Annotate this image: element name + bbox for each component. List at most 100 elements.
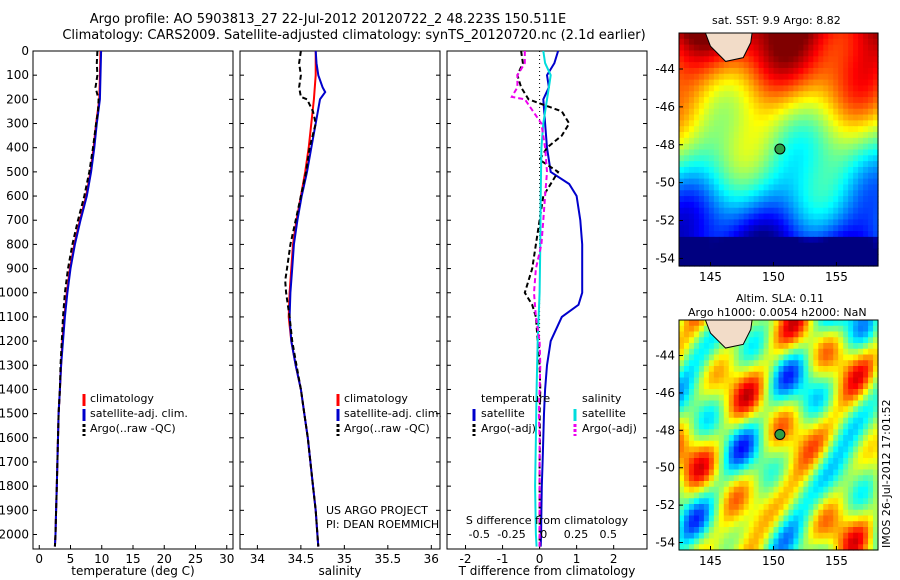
map-cell: [738, 172, 745, 180]
map-cell: [738, 166, 745, 174]
map-cell: [858, 406, 864, 413]
map-cell: [708, 79, 715, 87]
map-cell: [833, 108, 839, 116]
map-cell: [753, 91, 760, 98]
map-cell: [788, 486, 795, 494]
map-cell: [768, 126, 775, 133]
map-cell: [683, 492, 690, 499]
map-cell: [688, 469, 695, 476]
map-cell: [683, 429, 690, 436]
map-cell: [828, 207, 834, 215]
map-cell: [843, 406, 849, 413]
map-cell: [788, 56, 795, 63]
map-cell: [708, 446, 715, 453]
map-cell: [813, 354, 819, 361]
map-cell: [873, 120, 879, 127]
map-cell: [793, 371, 799, 379]
map-cell: [793, 509, 799, 517]
map-cell: [683, 475, 690, 482]
map-cell: [793, 242, 799, 250]
map-cell: [693, 260, 700, 267]
map-cell: [728, 120, 735, 127]
map-cell: [698, 161, 705, 168]
map-cell: [753, 85, 760, 92]
map-cell: [823, 515, 829, 522]
map-cell: [833, 527, 839, 534]
map-cell: [863, 161, 869, 168]
map-cell: [818, 538, 824, 545]
map-cell: [813, 56, 819, 63]
map-cell: [768, 452, 775, 459]
map-cell: [868, 400, 874, 407]
map-cell: [778, 532, 785, 540]
map-cell: [728, 366, 735, 373]
map-cell: [733, 383, 740, 390]
map-cell: [873, 62, 879, 69]
map-cell: [793, 417, 799, 425]
map-cell: [818, 371, 824, 379]
map-cell: [858, 521, 864, 528]
map-cell: [743, 236, 750, 244]
map-cell: [703, 544, 710, 551]
map-cell: [843, 440, 849, 448]
map-cell: [763, 509, 770, 517]
map-cell: [688, 33, 695, 40]
map-cell: [818, 463, 824, 471]
map-cell: [853, 213, 859, 220]
map-cell: [683, 260, 690, 267]
map-cell: [868, 184, 874, 191]
map-cell: [843, 389, 849, 396]
map-cell: [743, 126, 750, 133]
map-cell: [753, 544, 760, 551]
map-cell: [873, 102, 879, 110]
map-cell: [708, 475, 715, 482]
map-cell: [803, 196, 809, 203]
map-cell: [823, 38, 829, 46]
map-cell: [693, 475, 700, 482]
map-cell: [788, 132, 795, 139]
map-cell: [733, 406, 740, 413]
map-cell: [818, 446, 824, 453]
legend-label: Argo(..raw -QC): [344, 422, 430, 435]
map-cell: [803, 337, 809, 344]
map-cell: [693, 67, 700, 75]
map-cell: [763, 102, 770, 110]
map-cell: [858, 486, 864, 494]
map-cell: [778, 394, 785, 402]
map-cell: [728, 207, 735, 215]
map-cell: [743, 231, 750, 238]
map-cell: [833, 44, 839, 52]
map-cell: [698, 236, 705, 244]
map-cell: [788, 196, 795, 203]
map-cell: [823, 44, 829, 52]
map-cell: [848, 440, 854, 448]
map-cell: [718, 463, 725, 471]
map-cell: [868, 172, 874, 180]
map-cell: [863, 423, 869, 430]
map-cell: [863, 348, 869, 356]
map-cell: [768, 33, 775, 40]
map-cell: [868, 440, 874, 448]
map-cell: [873, 67, 879, 75]
map-cell: [838, 260, 844, 267]
map-cell: [703, 498, 710, 505]
map-cell: [753, 207, 760, 215]
map-cell: [768, 509, 775, 517]
map-cell: [743, 532, 750, 540]
map-cell: [863, 383, 869, 390]
map-cell: [803, 320, 809, 327]
map-cell: [713, 97, 720, 104]
map-cell: [703, 184, 710, 191]
map-cell: [838, 394, 844, 402]
map-cell: [828, 521, 834, 528]
map-cell: [688, 509, 695, 517]
map-cell: [698, 38, 705, 46]
map-cell: [753, 120, 760, 127]
map-cell: [813, 166, 819, 174]
map-cell: [853, 406, 859, 413]
map-cell: [693, 207, 700, 215]
map-cell: [778, 400, 785, 407]
map-cell: [753, 231, 760, 238]
map-cell: [828, 481, 834, 488]
map-cell: [698, 73, 705, 81]
